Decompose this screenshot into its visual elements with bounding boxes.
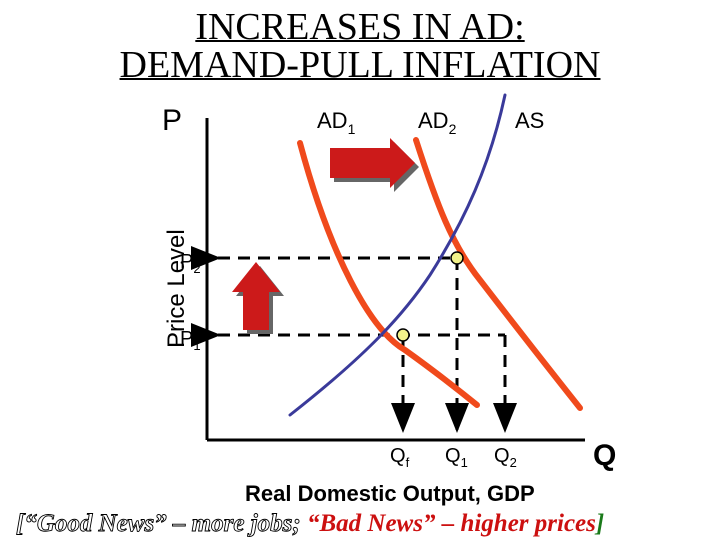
footer-close-bracket: ] xyxy=(594,510,604,537)
footer-bad-news: “Bad News” – higher prices xyxy=(307,510,596,537)
y-axis-label: Price Level xyxy=(163,229,190,348)
ad1-label: AD1 xyxy=(317,108,356,137)
p1-label: P1 xyxy=(180,328,201,353)
up-arrow-icon xyxy=(232,262,280,330)
equilibrium-point-initial xyxy=(396,328,410,342)
footer-good-news: “Good News” – more jobs xyxy=(24,510,292,537)
right-shift-arrow-icon xyxy=(330,138,415,188)
ad2-label: AD2 xyxy=(418,108,457,137)
y-axis-letter: P xyxy=(162,104,182,137)
as-curve xyxy=(288,93,507,417)
ad1-curve xyxy=(297,140,480,408)
slide-title-line-2: DEMAND-PULL INFLATION xyxy=(119,44,601,86)
footer-open-bracket: [ xyxy=(16,510,26,537)
ad2-curve xyxy=(413,137,583,411)
x-axis-letter: Q xyxy=(593,439,616,472)
qf-label: Qf xyxy=(390,445,410,470)
q2-label: Q2 xyxy=(494,445,517,470)
footer-separator: ; xyxy=(292,510,300,537)
q1-label: Q1 xyxy=(445,445,468,470)
slide-title-line-1: INCREASES IN AD: xyxy=(195,6,525,48)
footer-news-line: [“Good News” – more jobs; “Bad News” – h… xyxy=(16,510,604,537)
x-axis-label: Real Domestic Output, GDP xyxy=(245,481,535,506)
equilibrium-point-new xyxy=(450,251,464,265)
p2-label: P2 xyxy=(180,251,201,276)
as-label: AS xyxy=(515,108,544,133)
